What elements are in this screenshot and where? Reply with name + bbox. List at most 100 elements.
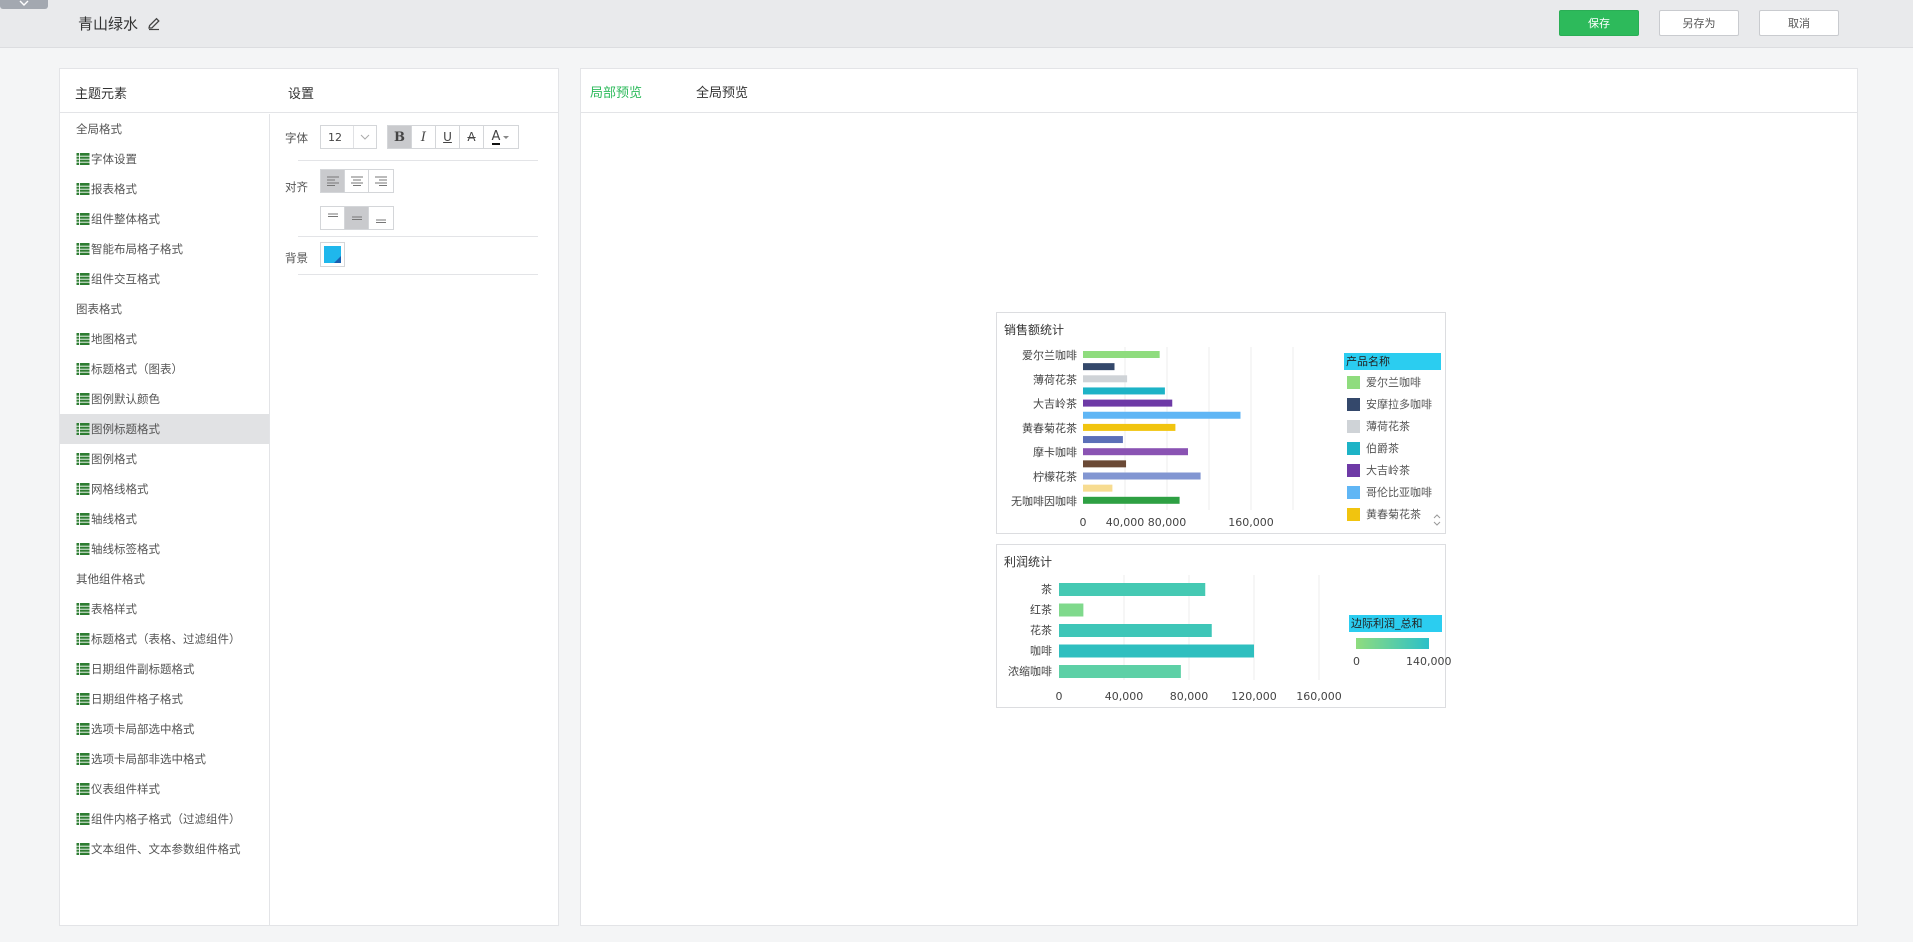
element-item-label: 网格线格式 bbox=[91, 482, 149, 496]
x-tick-label: 160,000 bbox=[1228, 516, 1274, 529]
element-item[interactable]: 组件整体格式 bbox=[60, 204, 269, 234]
pencil-icon[interactable] bbox=[146, 16, 162, 32]
element-item[interactable]: 地图格式 bbox=[60, 324, 269, 354]
element-item-label: 仪表组件样式 bbox=[91, 782, 160, 796]
align-left-icon[interactable] bbox=[321, 170, 345, 192]
element-item[interactable]: 图例标题格式 bbox=[60, 414, 269, 444]
legend-label: 大吉岭茶 bbox=[1366, 464, 1410, 477]
table-icon bbox=[76, 273, 90, 285]
element-item[interactable]: 选项卡局部非选中格式 bbox=[60, 744, 269, 774]
element-item-label: 轴线格式 bbox=[91, 512, 137, 526]
element-item[interactable]: 日期组件副标题格式 bbox=[60, 654, 269, 684]
align-bottom-icon[interactable] bbox=[369, 207, 393, 229]
tab-global-preview[interactable]: 全局预览 bbox=[696, 86, 749, 101]
collapse-toggle[interactable] bbox=[0, 0, 48, 9]
element-item-label: 地图格式 bbox=[91, 332, 137, 346]
legend-item[interactable]: 安摩拉多咖啡 bbox=[1347, 396, 1432, 412]
element-item[interactable]: 标题格式（表格、过滤组件） bbox=[60, 624, 269, 654]
italic-button[interactable]: I bbox=[412, 126, 436, 148]
bar bbox=[1059, 583, 1206, 596]
bar bbox=[1083, 460, 1127, 468]
strikethrough-button[interactable]: A bbox=[460, 126, 484, 148]
bar bbox=[1083, 496, 1180, 504]
bar bbox=[1083, 436, 1123, 444]
table-icon bbox=[76, 603, 90, 615]
bar bbox=[1083, 363, 1115, 371]
element-item[interactable]: 报表格式 bbox=[60, 174, 269, 204]
x-tick-label: 120,000 bbox=[1231, 690, 1277, 703]
save-button[interactable]: 保存 bbox=[1559, 10, 1639, 36]
element-item[interactable]: 组件交互格式 bbox=[60, 264, 269, 294]
table-icon bbox=[76, 243, 90, 255]
legend-title: 边际利润_总和 bbox=[1349, 615, 1442, 632]
legend-item[interactable]: 爱尔兰咖啡 bbox=[1347, 374, 1421, 390]
element-item[interactable]: 智能布局格子格式 bbox=[60, 234, 269, 264]
category-label: 大吉岭茶 bbox=[1033, 397, 1077, 411]
x-tick-label: 40,000 bbox=[1106, 516, 1145, 529]
element-item[interactable]: 标题格式（图表） bbox=[60, 354, 269, 384]
legend-item[interactable]: 伯爵茶 bbox=[1347, 440, 1399, 456]
elements-header: 主题元素 bbox=[75, 87, 128, 102]
preview-panel: 局部预览 全局预览 销售额统计 爱尔兰咖啡 薄荷花茶 大吉岭茶 黄春菊花茶 摩卡咖啡 柠檬… bbox=[580, 68, 1858, 926]
element-item[interactable]: 图例默认颜色 bbox=[60, 384, 269, 414]
table-icon bbox=[76, 393, 90, 405]
align-right-icon[interactable] bbox=[369, 170, 393, 192]
legend-label: 爱尔兰咖啡 bbox=[1366, 376, 1421, 389]
element-item[interactable]: 仪表组件样式 bbox=[60, 774, 269, 804]
element-item-label: 图例标题格式 bbox=[91, 422, 160, 436]
legend-item[interactable]: 黄春菊花茶 bbox=[1347, 506, 1421, 522]
legend-max-label: 140,000 bbox=[1406, 655, 1452, 668]
element-item-label: 字体设置 bbox=[91, 152, 137, 166]
category-label: 柠檬花茶 bbox=[1033, 470, 1077, 484]
table-icon bbox=[76, 813, 90, 825]
element-item[interactable]: 文本组件、文本参数组件格式 bbox=[60, 834, 269, 864]
bar bbox=[1059, 665, 1181, 678]
legend-swatch bbox=[1347, 419, 1360, 433]
divider bbox=[298, 236, 538, 237]
element-item[interactable]: 组件内格子格式（过滤组件） bbox=[60, 804, 269, 834]
x-tick-label: 80,000 bbox=[1170, 690, 1209, 703]
background-color-picker[interactable] bbox=[320, 242, 345, 267]
underline-button[interactable]: U bbox=[436, 126, 460, 148]
sales-chart-card: 销售额统计 爱尔兰咖啡 薄荷花茶 大吉岭茶 黄春菊花茶 摩卡咖啡 柠檬花茶 无咖啡因咖啡 0 4… bbox=[996, 312, 1446, 534]
chevron-down-icon bbox=[19, 0, 29, 6]
align-middle-icon[interactable] bbox=[345, 207, 369, 229]
bar bbox=[1083, 472, 1201, 480]
legend-item[interactable]: 大吉岭茶 bbox=[1347, 462, 1410, 478]
legend-item[interactable]: 哥伦比亚咖啡 bbox=[1347, 484, 1432, 500]
element-item-label: 标题格式（图表） bbox=[91, 362, 183, 376]
tab-local-preview[interactable]: 局部预览 bbox=[590, 86, 643, 101]
legend-swatch bbox=[1347, 397, 1360, 411]
bar bbox=[1059, 603, 1084, 617]
element-item[interactable]: 表格样式 bbox=[60, 594, 269, 624]
save-as-button[interactable]: 另存为 bbox=[1659, 10, 1739, 36]
element-item-label: 组件交互格式 bbox=[91, 272, 160, 286]
legend-scroll-icon[interactable] bbox=[1432, 513, 1442, 527]
bar bbox=[1059, 644, 1254, 658]
element-item-label: 智能布局格子格式 bbox=[91, 242, 183, 256]
element-item[interactable]: 日期组件格子格式 bbox=[60, 684, 269, 714]
element-item-label: 报表格式 bbox=[91, 182, 137, 196]
element-item[interactable]: 网格线格式 bbox=[60, 474, 269, 504]
bar bbox=[1083, 448, 1188, 456]
element-item[interactable]: 轴线格式 bbox=[60, 504, 269, 534]
font-size-select[interactable]: 12 bbox=[320, 125, 377, 149]
element-item-label: 组件整体格式 bbox=[91, 212, 160, 226]
element-item-label: 选项卡局部选中格式 bbox=[91, 722, 195, 736]
table-icon bbox=[76, 543, 90, 555]
bold-button[interactable]: B bbox=[388, 126, 412, 148]
element-item[interactable]: 图例格式 bbox=[60, 444, 269, 474]
element-item[interactable]: 轴线标签格式 bbox=[60, 534, 269, 564]
legend-item[interactable]: 薄荷花茶 bbox=[1347, 418, 1410, 434]
align-top-icon[interactable] bbox=[321, 207, 345, 229]
element-item-label: 轴线标签格式 bbox=[91, 542, 160, 556]
element-item[interactable]: 选项卡局部选中格式 bbox=[60, 714, 269, 744]
font-color-button[interactable]: A bbox=[484, 126, 518, 148]
text-format-toolbar: B I U A A bbox=[387, 125, 519, 149]
cancel-button[interactable]: 取消 bbox=[1759, 10, 1839, 36]
bar bbox=[1083, 411, 1241, 419]
align-center-icon[interactable] bbox=[345, 170, 369, 192]
element-item[interactable]: 字体设置 bbox=[60, 144, 269, 174]
